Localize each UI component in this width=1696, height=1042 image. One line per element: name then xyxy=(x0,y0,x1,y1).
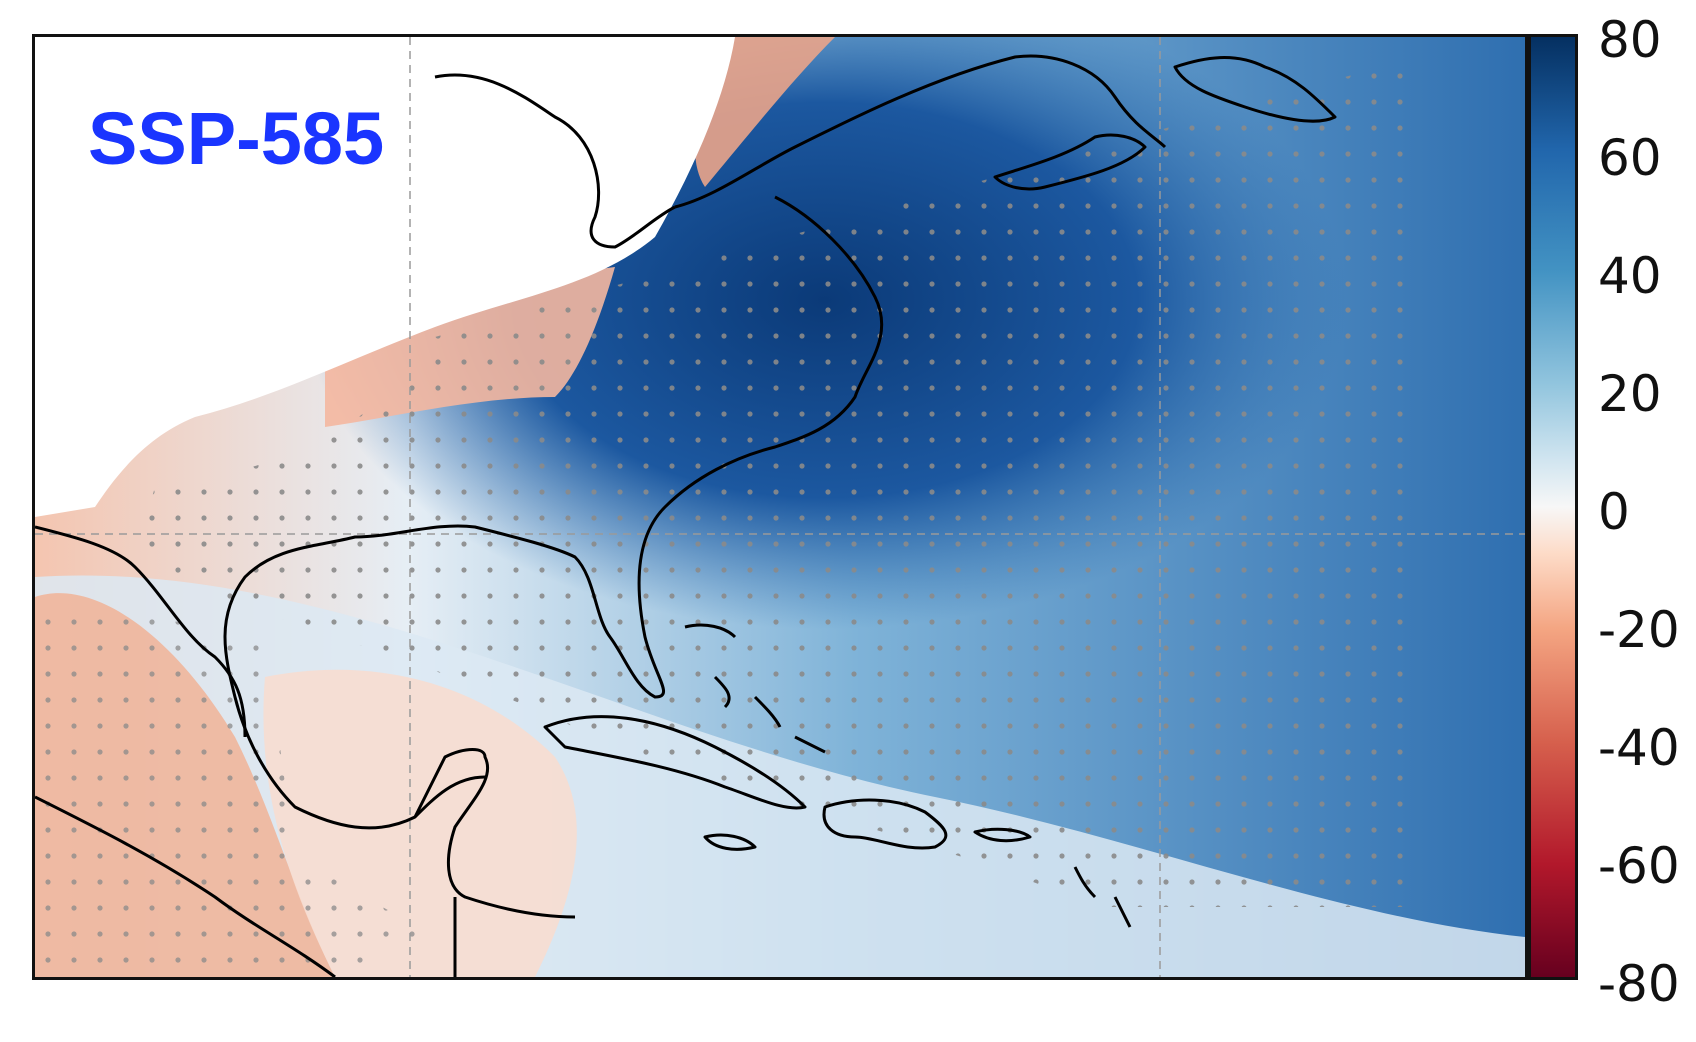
coastlines xyxy=(35,54,1337,977)
colorbar-tick-label: -80 xyxy=(1598,955,1680,1013)
colorbar-tick-label: 20 xyxy=(1598,365,1662,423)
colorbar-tick-label: -60 xyxy=(1598,837,1680,895)
field-warm-top xyxy=(695,37,835,187)
colorbar-tick-label: 80 xyxy=(1598,11,1662,69)
colorbar-tick-label: 0 xyxy=(1598,483,1630,541)
colorbar xyxy=(1528,34,1578,980)
map-canvas xyxy=(35,37,1525,977)
map-panel xyxy=(32,34,1528,980)
colorbar-tick-label: -20 xyxy=(1598,601,1680,659)
colorbar-tick-label: 60 xyxy=(1598,129,1662,187)
significance-stippling-west xyxy=(35,597,435,977)
significance-stippling xyxy=(135,57,1415,907)
field-no-data xyxy=(35,37,735,517)
scenario-label: SSP-585 xyxy=(88,97,385,180)
colorbar-tick-label: 40 xyxy=(1598,247,1662,305)
colorbar-tick-label: -40 xyxy=(1598,719,1680,777)
